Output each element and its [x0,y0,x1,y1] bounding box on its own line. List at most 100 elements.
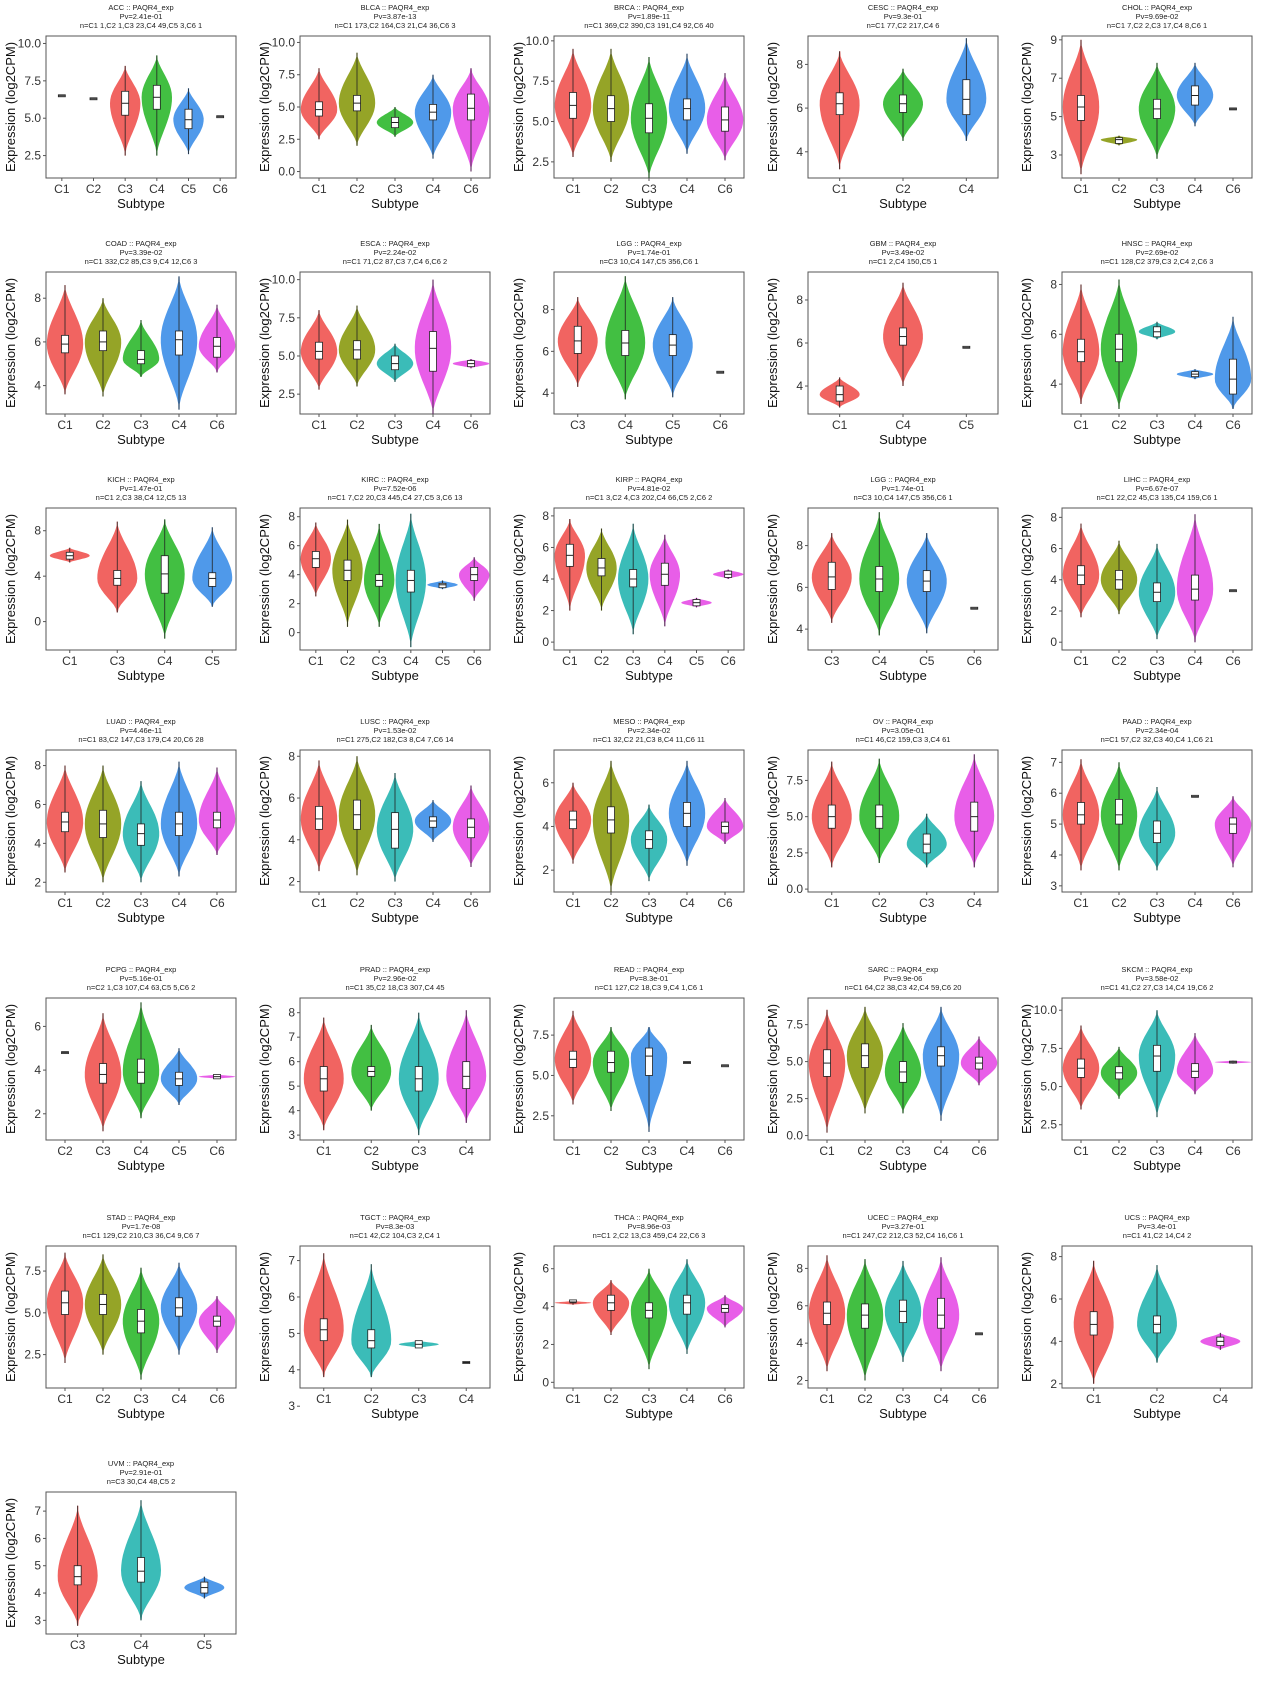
x-tick-label: C2 [603,182,619,196]
y-tick-label: 2 [288,597,295,611]
y-tick-label: 6 [288,791,295,805]
chart-pvalue: Pv=8.96e-03 [628,1222,671,1231]
x-tick-label: C1 [57,1392,73,1406]
x-tick-label: C6 [717,182,733,196]
x-tick-label: C1 [316,1144,332,1158]
x-tick-label: C4 [171,418,187,432]
y-tick-label: 6 [34,335,41,349]
y-tick-label: 5 [1050,110,1057,124]
violin-panel: BRCA :: PAQR4_exp Pv=1.89e-11 n=C1 369,C2 … [508,0,762,236]
chart-pvalue: Pv=9.69e-02 [1136,12,1179,21]
x-tick-label: C3 [133,418,149,432]
x-tick-label: C5 [181,182,197,196]
box-C4 [937,1046,945,1067]
box-C4 [683,98,691,121]
y-axis-label: Expression (log2CPM) [257,1252,272,1382]
x-tick-label: C3 [1149,182,1165,196]
x-tick-label: C1 [1073,182,1089,196]
violin-panel: CESC :: PAQR4_exp Pv=9.3e-01 n=C1 77,C2 21… [762,0,1016,236]
chart-pvalue: Pv=1.89e-11 [628,12,670,21]
y-tick-label: 6 [1050,786,1057,800]
y-tick-label: 7.5 [24,74,41,88]
y-tick-label: 10.0 [18,36,42,50]
y-axis-label: Expression (log2CPM) [765,514,780,644]
y-tick-label: 6 [34,1019,41,1033]
x-tick-label: C2 [1111,182,1127,196]
x-tick-label: C1 [832,182,848,196]
box-C3 [137,350,145,365]
box-C4 [406,569,415,593]
y-tick-label: 8 [34,524,41,538]
y-axis-label: Expression (log2CPM) [3,1004,18,1134]
y-axis-label: Expression (log2CPM) [511,514,526,644]
x-tick-label: C3 [641,1392,657,1406]
violin-panel: READ :: PAQR4_exp Pv=8.3e-01 n=C1 127,C2 1… [508,962,762,1198]
violin-panel: UCS :: PAQR4_exp Pv=3.4e-01 n=C1 41,C2 14,… [1016,1210,1270,1446]
x-tick-label: C6 [717,896,733,910]
violin-panel: KIRC :: PAQR4_exp Pv=7.52e-06 n=C1 7,C2 20… [254,472,508,708]
box-C4 [962,79,971,116]
x-tick-label: C3 [70,1638,86,1652]
x-tick-label: C3 [824,654,840,668]
chart-counts: n=C3 30,C4 48,C5 2 [107,1477,176,1486]
x-tick-label: C4 [1187,182,1203,196]
x-tick-label: C4 [1213,1392,1229,1406]
violin-panel: LUAD :: PAQR4_exp Pv=4.46e-11 n=C1 83,C2 1… [0,714,254,950]
x-tick-label: C2 [95,418,111,432]
y-tick-label: 5 [288,1326,295,1340]
x-tick-label: C1 [316,1392,332,1406]
chart-pvalue: Pv=2.41e-01 [120,12,163,21]
y-tick-label: 4 [1050,1334,1057,1348]
x-axis-label: Subtype [1133,196,1181,211]
x-tick-label: C5 [171,1144,187,1158]
x-tick-label: C6 [463,896,479,910]
chart-counts: n=C1 7,C2 20,C3 445,C4 27,C5 3,C6 13 [328,493,463,502]
chart-counts: n=C1 64,C2 38,C3 42,C4 59,C6 20 [845,983,962,992]
chart-pvalue: Pv=8.3e-01 [630,974,669,983]
chart-pvalue: Pv=4.46e-11 [120,726,162,735]
chart-pvalue: Pv=1.47e-01 [120,484,163,493]
violin-panel: BLCA :: PAQR4_exp Pv=3.87e-13 n=C1 173,C2 … [254,0,508,236]
x-tick-label: C3 [387,182,403,196]
box-C4 [683,1294,691,1315]
box-C4 [175,1297,183,1317]
y-axis-label: Expression (log2CPM) [511,1252,526,1382]
x-tick-label: C3 [1149,1144,1165,1158]
y-tick-label: 10.0 [526,34,550,48]
chart-pvalue: Pv=3.58e-02 [1136,974,1179,983]
chart-counts: n=C1 83,C2 147,C3 179,C4 20,C6 28 [78,735,203,744]
x-tick-label: C4 [679,1392,695,1406]
x-tick-label: C3 [919,896,935,910]
x-tick-label: C1 [311,418,327,432]
x-tick-label: C1 [311,182,327,196]
box-C6 [213,337,221,358]
x-tick-label: C1 [1073,896,1089,910]
chart-counts: n=C1 2,C3 38,C4 12,C5 13 [96,493,187,502]
chart-title: CHOL :: PAQR4_exp [1122,3,1192,12]
chart-title: STAD :: PAQR4_exp [107,1213,176,1222]
y-tick-label: 5 [1050,817,1057,831]
x-tick-label: C2 [603,1144,619,1158]
x-tick-label: C4 [171,896,187,910]
y-tick-label: 8 [796,539,803,553]
x-tick-label: C4 [679,1144,695,1158]
x-tick-label: C6 [717,1392,733,1406]
y-tick-label: 5.0 [278,349,295,363]
x-tick-label: C2 [1149,1392,1165,1406]
x-tick-label: C4 [1187,418,1203,432]
box-C3 [573,325,582,354]
y-tick-label: 6 [34,797,41,811]
y-axis-label: Expression (log2CPM) [257,1004,272,1134]
y-tick-label: 8 [288,510,295,524]
y-axis-label: Expression (log2CPM) [3,42,18,172]
x-tick-label: C3 [371,654,387,668]
x-tick-label: C5 [435,654,451,668]
x-axis-label: Subtype [117,1652,165,1667]
chart-counts: n=C1 7,C2 2,C3 17,C4 8,C6 1 [1107,21,1207,30]
y-tick-label: 5.0 [24,111,41,125]
x-axis-label: Subtype [1133,1406,1181,1421]
